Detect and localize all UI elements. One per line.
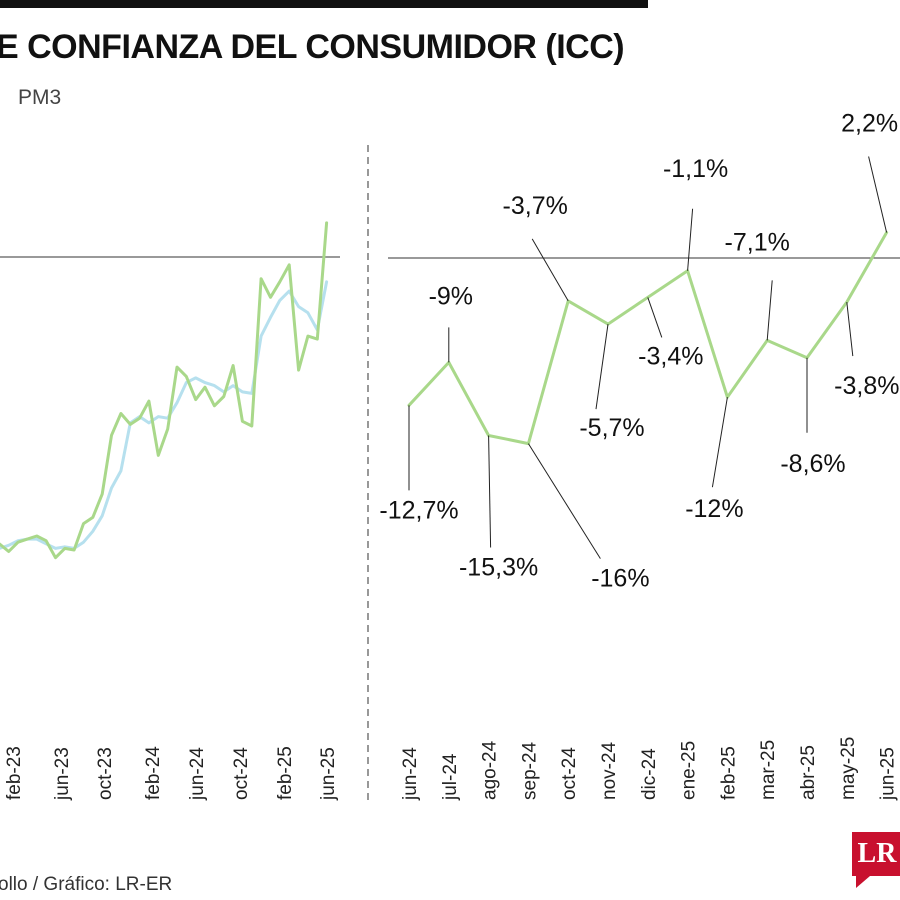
leader-line — [868, 156, 888, 233]
right-x-tick-label: mar-25 — [758, 740, 779, 800]
leader-line — [488, 435, 492, 548]
right-x-tick-label: dic-24 — [639, 748, 660, 800]
data-label: -5,7% — [579, 414, 644, 442]
series-line-annual-variation — [407, 231, 889, 446]
data-label: -15,3% — [459, 553, 538, 581]
data-label: -3,7% — [503, 192, 568, 220]
left-panel: feb-23 jun-23 oct-23 feb-24 jun-24 oct-24 feb-… — [0, 221, 340, 801]
top-rule — [0, 0, 648, 8]
leader-line — [531, 238, 569, 302]
left-x-tick-label: feb-24 — [143, 746, 164, 800]
right-x-tick-label: jun-25 — [878, 747, 899, 801]
leader-line — [766, 280, 773, 341]
right-x-tick-label: ago-24 — [480, 740, 501, 800]
data-label: -12% — [685, 495, 743, 523]
right-x-tick-label: jun-24 — [400, 747, 421, 801]
left-x-tick-label: jun-23 — [52, 747, 73, 801]
left-x-tick-label: feb-25 — [275, 746, 296, 800]
right-x-tick-label: ene-25 — [679, 741, 700, 800]
right-x-tick-label: jul-24 — [440, 753, 461, 801]
right-x-tick-label: abr-25 — [798, 745, 819, 800]
series-line-pm3 — [0, 280, 329, 550]
legend-pm3: PM3 — [18, 86, 62, 109]
leader-line — [647, 297, 663, 338]
left-x-tick-label: feb-23 — [4, 746, 25, 800]
left-x-tick-label: oct-24 — [231, 747, 252, 800]
data-label: -16% — [591, 565, 649, 593]
lr-logo: LR — [852, 832, 900, 876]
right-x-tick-label: oct-24 — [559, 747, 580, 800]
right-x-tick-label: may-25 — [838, 737, 859, 800]
data-label: -3,8% — [834, 372, 899, 400]
chart-title: E CONFIANZA DEL CONSUMIDOR (ICC) — [0, 28, 625, 66]
left-x-tick-label: jun-24 — [187, 747, 208, 801]
data-label: -8,6% — [780, 450, 845, 478]
leader-line — [846, 302, 854, 357]
leader-line — [687, 208, 694, 271]
data-label: 2,2% — [841, 109, 898, 137]
left-x-tick-label: jun-25 — [318, 747, 339, 801]
data-label: -3,4% — [638, 342, 703, 370]
data-label: -9% — [429, 282, 473, 310]
data-label: -7,1% — [725, 228, 790, 256]
right-x-tick-label: feb-25 — [718, 746, 739, 800]
leader-line — [527, 443, 601, 559]
leader-line — [711, 397, 728, 488]
data-label: -12,7% — [379, 496, 458, 524]
left-x-tick-label: oct-23 — [95, 747, 116, 800]
source-credit: ollo / Gráfico: LR-ER — [0, 874, 173, 895]
leader-line — [595, 324, 609, 410]
lr-logo-tail — [856, 876, 870, 888]
right-x-tick-label: nov-24 — [599, 741, 620, 800]
data-label: -1,1% — [663, 155, 728, 183]
series-line-icc — [0, 221, 329, 560]
right-panel: -12,7% -9% -15,3% -16% -3,7% -5,7% -3,4% -1,1% -… — [379, 109, 900, 801]
right-x-tick-label: sep-24 — [519, 741, 540, 800]
